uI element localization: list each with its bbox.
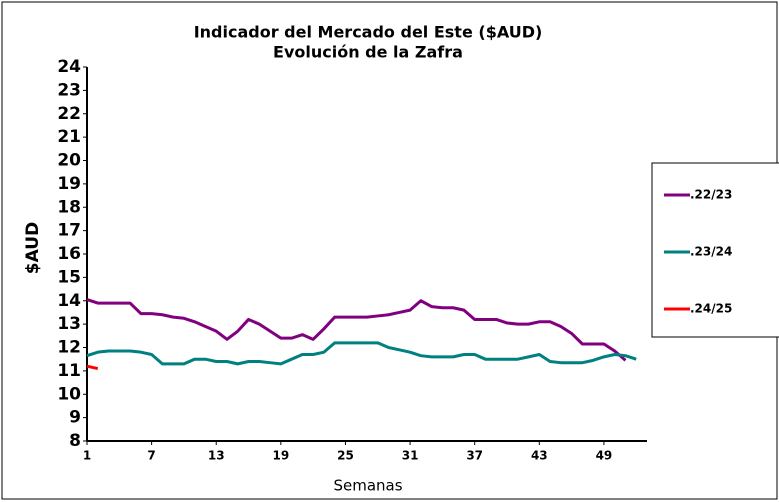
y-tick-label: 8 [69,431,81,451]
x-tick-label: 37 [466,449,483,463]
x-tick-label: 13 [208,449,225,463]
y-tick-label: 20 [57,151,81,171]
x-axis-title: Semanas [333,477,402,495]
y-tick-label: 18 [57,197,81,217]
y-tick-label: 23 [57,80,81,100]
y-tick-label: 21 [57,127,81,147]
series-line [86,298,627,362]
legend-label: .22/23 [690,188,732,202]
series-line [86,364,99,371]
y-tick-label: 19 [57,174,81,194]
x-tick-label: 7 [147,449,155,463]
y-tick-label: 13 [57,314,81,334]
y-tick-label: 9 [69,408,81,428]
x-tick-label: 19 [272,449,289,463]
y-tick-label: 22 [57,104,81,124]
y-tick-label: 10 [57,384,81,404]
y-tick-label: 12 [57,338,81,358]
y-tick-label: 11 [57,361,81,381]
x-tick-label: 31 [402,449,419,463]
y-tick-label: 16 [57,244,81,264]
x-tick-label: 1 [83,449,91,463]
chart-title: Indicador del Mercado del Este ($AUD) [194,23,543,42]
y-tick-label: 15 [57,267,81,287]
y-axis-title: $AUD [23,222,43,274]
y-tick-label: 24 [57,57,81,77]
x-tick-label: 43 [531,449,548,463]
series-line [86,341,637,366]
y-tick-label: 17 [57,221,81,241]
legend-label: .24/25 [690,302,732,316]
x-tick-label: 25 [337,449,354,463]
chart-subtitle: Evolución de la Zafra [273,43,463,62]
y-tick-label: 14 [57,291,81,311]
x-tick-label: 49 [596,449,613,463]
legend-label: .23/24 [690,245,732,259]
